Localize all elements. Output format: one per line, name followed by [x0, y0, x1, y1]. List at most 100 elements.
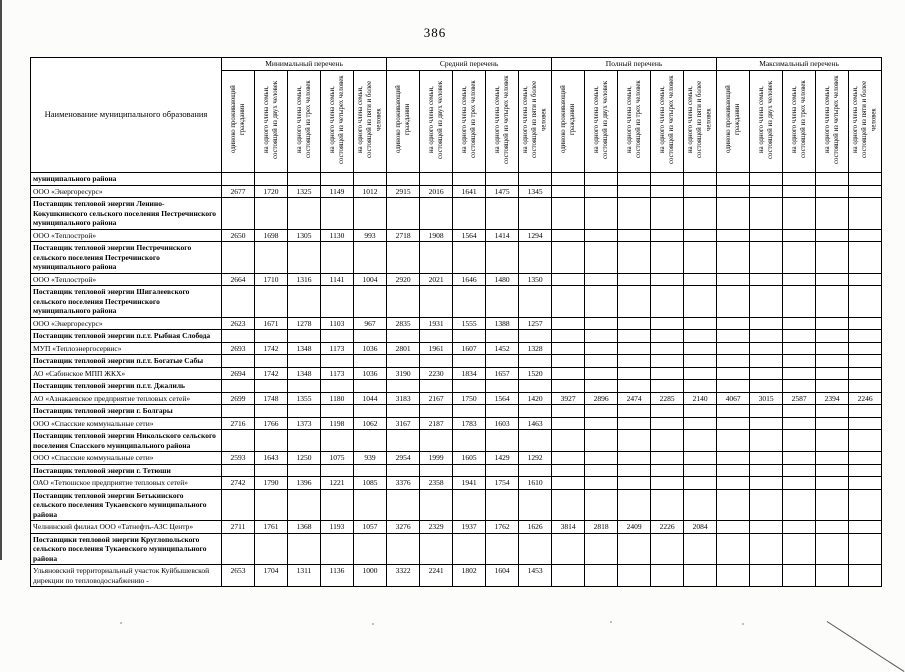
value-cell	[551, 564, 586, 587]
value-cell	[320, 488, 354, 521]
value-cell: 1036	[352, 341, 388, 355]
section-row: Поставщик тепловой энергии п.г.т. Рыбная…	[30, 329, 883, 343]
value-cell	[815, 463, 850, 477]
value-cell	[716, 404, 751, 418]
value-cell: 2954	[386, 451, 421, 465]
value-cell: 2167	[419, 391, 454, 405]
value-cell	[815, 564, 850, 587]
value-cell	[848, 451, 883, 465]
value-cell	[716, 341, 751, 355]
value-cell	[848, 404, 883, 418]
value-cell: 1278	[287, 316, 321, 330]
value-cell: 1604	[485, 564, 520, 587]
value-cell	[749, 564, 784, 587]
value-cell	[617, 488, 652, 521]
column-header-label: на одного члена семьи, состоящей из трех…	[460, 80, 478, 158]
value-cell	[683, 488, 718, 521]
value-cell	[485, 329, 520, 343]
value-cell	[815, 476, 850, 490]
value-cell	[848, 429, 883, 452]
value-cell	[782, 316, 817, 330]
value-cell	[782, 285, 817, 318]
value-cell: 3927	[551, 391, 586, 405]
value-cell	[320, 197, 354, 230]
column-header: на одного члена семьи, состоящей из трех…	[452, 70, 487, 173]
value-cell	[551, 316, 586, 330]
value-cell	[221, 354, 255, 368]
value-cell: 1564	[452, 228, 487, 242]
municipality-name: Поставщик тепловой энергии Пестречинског…	[30, 241, 222, 274]
value-cell: 1062	[352, 416, 388, 430]
value-cell: 1311	[287, 564, 321, 587]
value-cell: 1388	[485, 316, 520, 330]
municipality-name: ООО «Теплострой»	[30, 228, 222, 242]
value-cell: 1762	[485, 520, 520, 534]
value-cell	[848, 197, 883, 230]
value-cell: 1626	[518, 520, 553, 534]
value-cell	[815, 184, 850, 198]
value-cell	[254, 429, 288, 452]
value-cell	[617, 463, 652, 477]
value-cell	[650, 341, 685, 355]
value-cell: 1075	[320, 451, 354, 465]
column-header-label: одиноко проживающий гражданин	[394, 85, 412, 153]
value-cell: 1396	[287, 476, 321, 490]
value-cell: 1136	[320, 564, 354, 587]
value-cell: 2711	[221, 520, 255, 534]
value-cell	[320, 241, 354, 274]
value-cell	[221, 197, 255, 230]
value-cell: 1742	[254, 341, 288, 355]
page-number: 386	[423, 25, 447, 40]
value-cell: 1783	[452, 416, 487, 430]
value-cell	[518, 429, 553, 452]
value-cell: 1355	[287, 391, 321, 405]
value-cell	[782, 451, 817, 465]
value-cell	[782, 416, 817, 430]
value-cell	[716, 329, 751, 343]
name-column-header: Наименование муниципального образования	[30, 57, 222, 173]
value-cell	[815, 404, 850, 418]
value-cell: 1937	[452, 520, 487, 534]
value-cell	[815, 285, 850, 318]
value-cell	[617, 429, 652, 452]
value-cell	[683, 172, 718, 186]
value-cell: 967	[352, 316, 388, 330]
value-cell	[848, 520, 883, 534]
value-cell: 2329	[419, 520, 454, 534]
value-cell	[352, 463, 388, 477]
value-cell	[254, 329, 288, 343]
column-header: на одного члена семьи, состоящей из двух…	[584, 70, 619, 173]
value-cell	[419, 463, 454, 477]
value-cell	[386, 172, 421, 186]
value-cell: 2716	[221, 416, 255, 430]
value-cell	[815, 366, 850, 380]
value-cell	[848, 172, 883, 186]
value-cell	[683, 416, 718, 430]
value-cell: 1704	[254, 564, 288, 587]
value-cell: 2693	[221, 341, 255, 355]
table-row: ООО «Теплострой» 2650 1698 1305 1130 993 2718 1…	[30, 228, 883, 242]
value-cell	[617, 329, 652, 343]
value-cell	[551, 241, 586, 274]
municipality-name: Поставщик тепловой энергии Бетькинского …	[30, 488, 222, 521]
value-cell	[518, 329, 553, 343]
column-header-label: на одного члена семьи, состоящей из четы…	[493, 74, 511, 164]
value-cell	[584, 379, 619, 393]
value-cell: 1463	[518, 416, 553, 430]
value-cell	[221, 488, 255, 521]
value-cell: 1698	[254, 228, 288, 242]
value-cell: 2801	[386, 341, 421, 355]
value-cell	[419, 354, 454, 368]
value-cell	[352, 532, 388, 565]
value-cell	[683, 564, 718, 587]
value-cell	[518, 404, 553, 418]
table-row: АО «Азнакаевское предприятие тепловых се…	[30, 391, 883, 405]
value-cell	[485, 532, 520, 565]
value-cell	[254, 241, 288, 274]
value-cell	[815, 520, 850, 534]
value-cell	[551, 416, 586, 430]
value-cell	[584, 341, 619, 355]
value-cell	[749, 197, 784, 230]
value-cell	[650, 241, 685, 274]
